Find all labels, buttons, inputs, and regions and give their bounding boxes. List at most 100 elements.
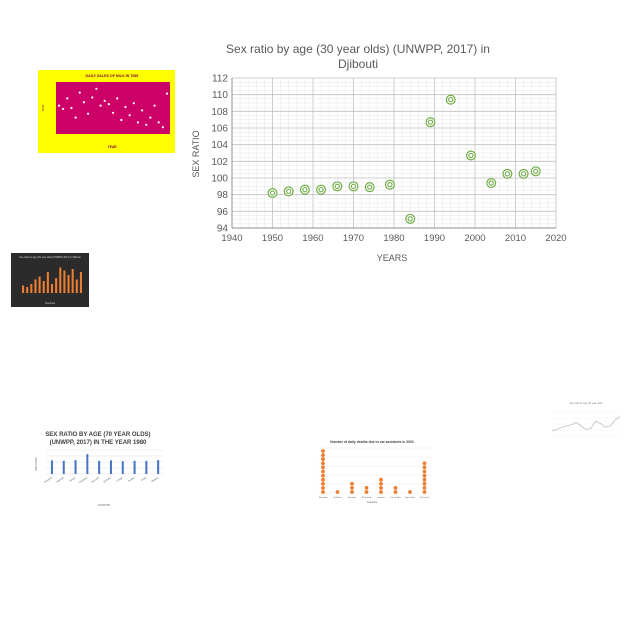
dark-chart-xlabel: Countries [45, 302, 56, 305]
sex70-chart-title-line-2: (UNWPP, 2017) IN THE YEAR 1980 [50, 440, 147, 446]
y-tick-label: 104 [211, 140, 228, 151]
deaths-point [364, 486, 369, 490]
x-tick-label: 1940 [221, 233, 242, 244]
deaths-chart-points [321, 449, 427, 494]
sex70-chart-bars [50, 454, 160, 474]
sex70-bar [50, 460, 53, 474]
deaths-point [408, 490, 412, 494]
milk-chart-plot-area [56, 82, 170, 134]
y-tick-label: 96 [217, 207, 229, 218]
milk-point [120, 118, 123, 122]
dark-bar [22, 285, 25, 293]
milk-chart-points [57, 87, 169, 129]
milk-point [153, 104, 156, 107]
data-point [502, 168, 513, 179]
data-point [348, 181, 359, 192]
milk-chart-title: DAILY SALES OF MILK IN TINS [86, 74, 140, 78]
y-tick-label: 108 [211, 107, 228, 118]
sex70-category-label: Somalia [103, 476, 112, 484]
deaths-point [321, 457, 325, 462]
sex70-chart-gridlines [46, 449, 164, 475]
sex70-bar [121, 461, 124, 474]
deaths-point [422, 481, 427, 486]
dark-bar [42, 281, 45, 293]
sex70-category-label: Rwanda [44, 476, 53, 484]
deaths-point [422, 465, 427, 470]
deaths-point [321, 473, 325, 478]
data-point [283, 186, 294, 197]
milk-point [82, 101, 86, 104]
data-point [316, 184, 327, 195]
line-chart-gridlines [552, 411, 620, 437]
deaths-point [379, 486, 383, 490]
sex70-category-label: Chad [141, 476, 148, 482]
dark-bar [71, 269, 74, 293]
milk-point [103, 99, 106, 102]
thumbnail-sex-ratio-70-chart: SEX RATIO BY AGE (70 YEAR OLDS) (UNWPP, … [30, 428, 170, 510]
thumbnail-daily-deaths-chart: Number of daily deaths due to car accide… [308, 436, 436, 506]
sex70-bar [157, 460, 160, 474]
deaths-category-label: San Tomo [405, 497, 416, 499]
deaths-point [321, 465, 325, 470]
deaths-chart-title: Number of daily deaths due to car accide… [330, 440, 414, 444]
milk-point [165, 92, 169, 95]
data-point [332, 181, 343, 192]
sex70-category-label: Uganda [56, 476, 65, 484]
y-axis-label: SEX RATIO [191, 130, 201, 177]
deaths-point [393, 486, 398, 490]
deaths-category-label: El Salvad [362, 497, 372, 499]
sex70-category-label: Kenya [69, 476, 77, 483]
x-tick-label: 2020 [545, 233, 566, 244]
milk-point [157, 121, 160, 124]
chart-axes [231, 78, 556, 229]
deaths-point [379, 490, 383, 494]
deaths-point [321, 490, 325, 494]
sex70-bar [74, 460, 77, 474]
data-point [445, 94, 456, 105]
milk-point [70, 106, 73, 110]
milk-chart-svg: DAILY SALES OF MILK IN TINS YEAR TINS [38, 70, 175, 153]
dark-bar [26, 287, 29, 293]
sex70-category-label: Tanzania [78, 476, 88, 484]
line-chart-title: Sex ratio by age (30 year olds) [570, 402, 603, 405]
chart-title: Sex ratio by age (30 year olds) (UNWPP, … [226, 42, 490, 56]
deaths-point [321, 449, 325, 453]
x-tick-label: 1960 [302, 233, 323, 244]
deaths-point [422, 477, 427, 482]
y-tick-label: 102 [211, 157, 228, 168]
dark-bar [46, 272, 49, 293]
dark-bar [38, 276, 41, 293]
milk-point [128, 114, 131, 117]
deaths-point [422, 469, 427, 474]
dark-bar [34, 279, 37, 293]
data-point [405, 213, 416, 224]
dark-bar [59, 267, 62, 293]
data-point [425, 117, 436, 128]
y-tick-label: 110 [212, 90, 228, 101]
milk-point [62, 107, 65, 111]
deaths-point [393, 490, 398, 494]
dark-bar [30, 284, 33, 293]
deaths-point [321, 469, 325, 474]
sex70-chart-svg: SEX RATIO BY AGE (70 YEAR OLDS) (UNWPP, … [34, 432, 164, 507]
x-tick-label: 1970 [343, 233, 364, 244]
thumbnail-milk-sales-chart: DAILY SALES OF MILK IN TINS YEAR TINS [38, 70, 175, 153]
milk-chart-xlabel: YEAR [108, 145, 118, 149]
milk-point [86, 112, 90, 115]
deaths-category-label: Ecuador [348, 496, 356, 499]
deaths-point [321, 481, 325, 486]
sex70-chart-title: SEX RATIO BY AGE (70 YEAR OLDS) [45, 432, 150, 438]
milk-point [111, 111, 115, 114]
data-point [518, 168, 529, 179]
sex70-bar [86, 454, 89, 474]
milk-point [145, 123, 148, 126]
thumbnail-line-chart: Sex ratio by age (30 year olds) [546, 398, 624, 452]
dark-bar [75, 279, 78, 293]
milk-point [78, 91, 81, 94]
milk-point [74, 116, 77, 119]
milk-point [57, 104, 61, 107]
deaths-point [321, 477, 325, 482]
dark-bar-chart-svg: Sex ratio by age (30 year olds) (UNWPP, … [11, 253, 89, 307]
deaths-chart-xlabel: Countries [367, 501, 378, 504]
deaths-point [422, 461, 427, 466]
